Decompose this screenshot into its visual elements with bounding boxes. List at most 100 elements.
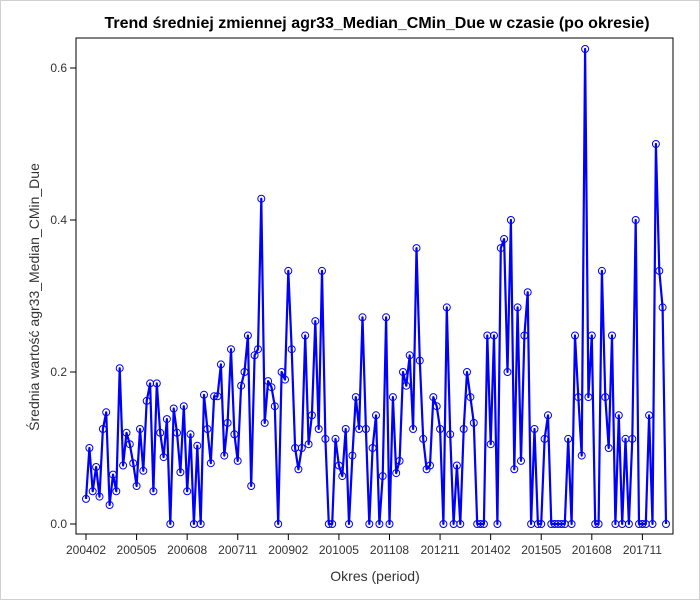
data-point bbox=[307, 411, 316, 420]
data-point bbox=[216, 360, 225, 369]
data-point bbox=[601, 393, 610, 402]
data-point bbox=[136, 425, 144, 433]
data-point bbox=[385, 520, 394, 528]
data-point bbox=[378, 472, 387, 481]
data-point bbox=[469, 418, 478, 427]
data-point bbox=[405, 351, 414, 360]
data-point bbox=[341, 425, 350, 433]
data-point bbox=[500, 235, 509, 243]
data-point bbox=[426, 461, 434, 470]
data-point bbox=[614, 411, 623, 420]
data-point bbox=[388, 393, 397, 402]
data-point bbox=[149, 487, 158, 496]
data-point bbox=[200, 390, 208, 399]
data-point bbox=[247, 482, 256, 490]
data-point bbox=[173, 428, 181, 437]
data-point bbox=[412, 244, 421, 253]
data-point bbox=[267, 383, 276, 392]
data-point bbox=[314, 425, 323, 433]
data-point bbox=[395, 456, 404, 465]
data-point bbox=[243, 331, 252, 340]
data-point bbox=[274, 520, 283, 528]
data-point bbox=[240, 368, 249, 376]
data-point bbox=[361, 425, 370, 433]
data-point bbox=[129, 459, 138, 468]
data-point bbox=[321, 434, 330, 443]
data-point bbox=[88, 487, 97, 496]
data-point bbox=[645, 411, 654, 420]
data-point bbox=[358, 313, 367, 322]
data-point bbox=[584, 393, 593, 402]
data-point bbox=[533, 520, 542, 528]
data-point bbox=[297, 444, 306, 452]
x-tick-label: 201711 bbox=[623, 543, 662, 557]
data-point bbox=[166, 520, 175, 528]
y-tick-label: 0.2 bbox=[50, 365, 67, 379]
data-point bbox=[132, 482, 141, 490]
data-point bbox=[142, 396, 151, 405]
data-point bbox=[98, 425, 107, 433]
data-point bbox=[233, 456, 242, 465]
data-point bbox=[112, 487, 121, 496]
data-point bbox=[237, 381, 246, 390]
data-point bbox=[277, 368, 286, 376]
y-tick-label: 0.0 bbox=[50, 517, 67, 531]
x-tick-label: 201608 bbox=[572, 543, 612, 557]
data-point bbox=[604, 444, 613, 452]
data-point bbox=[382, 313, 391, 322]
data-point bbox=[304, 440, 313, 449]
x-axis-ticks: 200402 200505 200608 200711 200902 201005 2011… bbox=[66, 534, 662, 557]
data-point bbox=[193, 441, 202, 450]
data-point bbox=[564, 434, 573, 443]
data-point bbox=[574, 393, 583, 402]
data-point bbox=[520, 331, 529, 340]
x-tick-label: 201005 bbox=[319, 543, 359, 557]
data-point bbox=[345, 520, 353, 528]
data-point bbox=[82, 494, 90, 503]
data-point bbox=[365, 520, 374, 528]
data-point bbox=[476, 520, 485, 528]
data-point bbox=[648, 520, 657, 528]
data-point bbox=[557, 520, 566, 528]
data-point bbox=[510, 465, 519, 474]
data-point bbox=[328, 520, 337, 528]
series-line bbox=[84, 47, 668, 526]
x-tick-label: 200902 bbox=[268, 543, 308, 557]
data-point bbox=[196, 520, 205, 528]
data-point bbox=[628, 434, 637, 443]
data-point bbox=[169, 404, 178, 413]
data-point bbox=[250, 351, 259, 360]
data-point bbox=[490, 331, 498, 340]
x-tick-label: 200402 bbox=[66, 543, 106, 557]
data-point bbox=[284, 266, 293, 275]
data-point bbox=[496, 244, 505, 253]
data-point bbox=[513, 303, 522, 312]
data-point bbox=[203, 425, 212, 433]
data-point bbox=[439, 520, 448, 528]
x-axis-label: Okres (period) bbox=[330, 568, 419, 584]
data-point bbox=[156, 428, 165, 437]
data-point bbox=[119, 461, 128, 470]
data-point bbox=[95, 492, 104, 501]
data-point bbox=[446, 430, 455, 439]
data-point bbox=[459, 425, 468, 433]
chart-title: Trend średniej zmiennej agr33_Median_CMi… bbox=[104, 15, 649, 32]
series-group bbox=[82, 45, 670, 528]
data-point bbox=[152, 379, 161, 388]
data-point bbox=[227, 345, 235, 354]
data-point bbox=[638, 520, 647, 528]
data-point bbox=[348, 451, 357, 460]
data-point bbox=[375, 520, 384, 528]
data-point bbox=[294, 465, 303, 474]
data-point bbox=[631, 216, 640, 224]
data-point bbox=[281, 375, 289, 384]
data-point bbox=[415, 356, 424, 365]
data-point bbox=[402, 381, 411, 390]
data-point bbox=[210, 392, 219, 401]
data-point bbox=[324, 520, 333, 528]
data-point bbox=[655, 266, 664, 275]
data-point bbox=[463, 368, 471, 376]
data-point bbox=[318, 266, 326, 275]
y-tick-label: 0.4 bbox=[50, 213, 67, 227]
